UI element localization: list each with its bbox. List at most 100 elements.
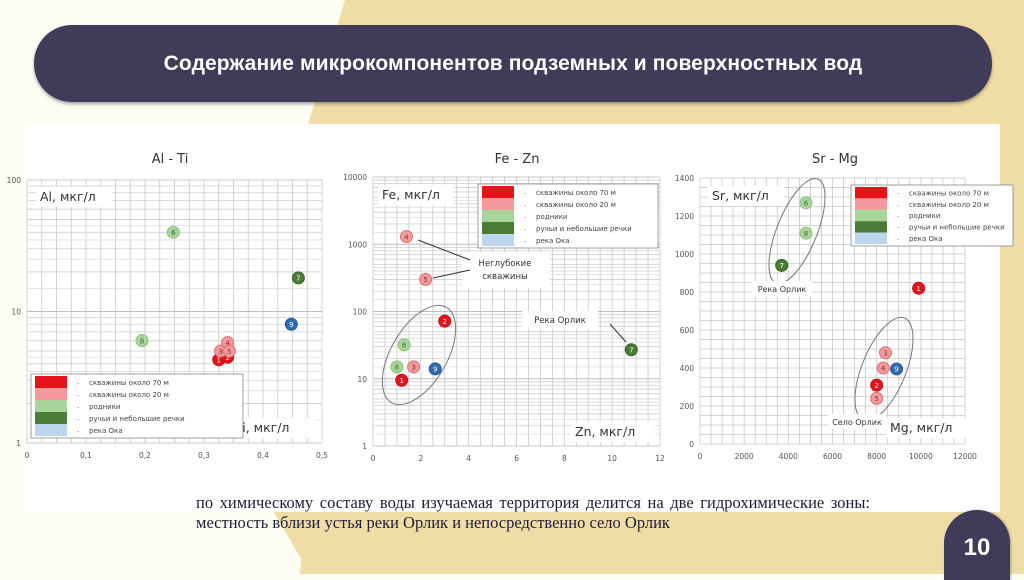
svg-text:3: 3 bbox=[411, 364, 415, 372]
x-tick-label: 8 bbox=[562, 454, 567, 463]
x-tick-label: 8000 bbox=[867, 452, 886, 461]
annotation-shallow-wells: Неглубокие bbox=[479, 259, 532, 269]
legend-label: река Ока bbox=[909, 235, 943, 243]
svg-text:8: 8 bbox=[804, 230, 808, 238]
legend-label: скважины около 70 м bbox=[909, 189, 989, 197]
x-tick-label: 4000 bbox=[779, 452, 798, 461]
svg-text:3: 3 bbox=[218, 348, 222, 356]
svg-text:-: - bbox=[77, 415, 80, 423]
chart-3: Sr - Mg 0 2000 4000 6000 8000 10000 12000 0 200 40… bbox=[675, 152, 1014, 461]
legend-label: скважины около 70 м bbox=[536, 189, 616, 197]
svg-text:4: 4 bbox=[404, 233, 409, 241]
x-axis-label: Mg, мкг/л bbox=[890, 420, 952, 435]
legend-label: скважины около 20 м bbox=[536, 201, 616, 209]
x-tick-label: 0 bbox=[25, 451, 30, 460]
x-tick-label: 0 bbox=[371, 454, 376, 463]
data-point-5: 5 bbox=[419, 272, 433, 286]
y-tick-label: 800 bbox=[680, 288, 695, 297]
svg-text:4: 4 bbox=[881, 365, 886, 373]
y-axis-label: Sr, мкг/л bbox=[712, 188, 769, 203]
legend: - скважины около 70 м - скважины около 20 м… bbox=[30, 373, 244, 439]
y-tick-label: 200 bbox=[680, 402, 695, 411]
svg-text:3: 3 bbox=[883, 350, 887, 358]
legend-label: родники bbox=[909, 212, 940, 220]
legend: - скважины около 70 м - скважины около 20 м… bbox=[850, 184, 1014, 247]
x-tick-label: 0,5 bbox=[316, 451, 328, 460]
svg-text:5: 5 bbox=[423, 276, 427, 284]
svg-text:-: - bbox=[524, 225, 527, 233]
legend-label: ручьи и небольшие речки bbox=[536, 225, 632, 233]
x-tick-label: 6 bbox=[514, 454, 519, 463]
legend-swatch-streams bbox=[35, 412, 67, 424]
data-point-1: 1 bbox=[912, 281, 926, 295]
svg-text:5: 5 bbox=[874, 395, 878, 403]
y-tick-label: 1 bbox=[362, 442, 367, 451]
legend-swatch-springs bbox=[35, 400, 67, 412]
x-axis-label: Ti, мкг/л bbox=[234, 420, 289, 435]
svg-text:2: 2 bbox=[225, 354, 229, 362]
data-point-4: 4 bbox=[876, 361, 890, 375]
svg-text:-: - bbox=[524, 213, 527, 221]
data-point-9: 9 bbox=[284, 317, 298, 331]
data-point-2: 2 bbox=[870, 378, 884, 392]
y-tick-label: 10 bbox=[357, 375, 367, 384]
svg-text:9: 9 bbox=[433, 366, 437, 374]
svg-text:4: 4 bbox=[225, 339, 230, 347]
data-point-4: 4 bbox=[399, 230, 413, 244]
y-tick-label: 400 bbox=[680, 364, 695, 373]
page-number-badge: 10 bbox=[944, 510, 1010, 580]
legend-label: родники bbox=[89, 403, 120, 411]
chart-title: Fe - Zn bbox=[495, 152, 540, 167]
data-point-6: 6 bbox=[397, 338, 411, 352]
y-tick-label: 1400 bbox=[675, 174, 694, 183]
x-tick-label: 0,4 bbox=[257, 451, 269, 460]
data-point-7: 7 bbox=[291, 271, 305, 285]
data-point-5: 5 bbox=[870, 391, 884, 405]
legend-swatch-springs bbox=[855, 209, 887, 222]
legend: - скважины около 70 м - скважины около 20 м… bbox=[477, 183, 659, 249]
svg-text:2: 2 bbox=[874, 382, 878, 390]
svg-text:2: 2 bbox=[443, 318, 447, 326]
legend-label: скважины около 70 м bbox=[89, 379, 169, 387]
legend-label: скважины около 20 м bbox=[909, 201, 989, 209]
legend-swatch-streams bbox=[855, 221, 887, 233]
x-tick-label: 12 bbox=[655, 454, 665, 463]
data-point-8: 8 bbox=[135, 334, 149, 348]
x-tick-label: 0,3 bbox=[198, 451, 210, 460]
svg-text:8: 8 bbox=[140, 337, 144, 345]
x-tick-label: 0 bbox=[698, 452, 703, 461]
y-axis-label: Al, мкг/л bbox=[40, 189, 96, 204]
chart-title: Al - Ti bbox=[152, 152, 189, 167]
title-bar: Содержание микрокомпонентов подземных и … bbox=[34, 25, 992, 102]
legend-swatch-oka_river bbox=[35, 424, 67, 436]
legend-label: река Ока bbox=[89, 427, 123, 435]
svg-text:9: 9 bbox=[894, 366, 898, 374]
y-tick-label: 10 bbox=[11, 308, 21, 317]
svg-text:-: - bbox=[897, 235, 900, 243]
x-tick-label: 2 bbox=[418, 454, 423, 463]
svg-text:1: 1 bbox=[916, 285, 920, 293]
data-point-8: 8 bbox=[390, 360, 404, 374]
x-tick-label: 2000 bbox=[735, 452, 754, 461]
svg-text:-: - bbox=[897, 212, 900, 220]
x-tick-label: 6000 bbox=[823, 452, 842, 461]
x-tick-label: 12000 bbox=[953, 452, 977, 461]
data-point-3: 3 bbox=[407, 360, 421, 374]
data-point-7: 7 bbox=[775, 258, 789, 272]
svg-text:6: 6 bbox=[171, 229, 176, 237]
y-tick-label: 1 bbox=[16, 439, 21, 448]
page-title: Содержание микрокомпонентов подземных и … bbox=[163, 51, 863, 75]
data-point-2: 2 bbox=[438, 314, 452, 328]
data-point-8: 8 bbox=[799, 226, 813, 240]
svg-text:-: - bbox=[77, 427, 80, 435]
legend-label: река Ока bbox=[536, 237, 570, 245]
y-tick-label: 10000 bbox=[343, 173, 367, 182]
chart-1: Al - Ti 0 0,1 0,2 0,3 0,4 0,5 1 10 100 Al, мкг/л Ti… bbox=[7, 152, 329, 460]
annotation-orlik-river: Река Орлик bbox=[534, 316, 586, 326]
data-point-6: 6 bbox=[166, 225, 180, 239]
x-tick-label: 0,2 bbox=[139, 451, 151, 460]
cluster-ellipse bbox=[381, 304, 457, 406]
svg-text:5: 5 bbox=[227, 348, 231, 356]
